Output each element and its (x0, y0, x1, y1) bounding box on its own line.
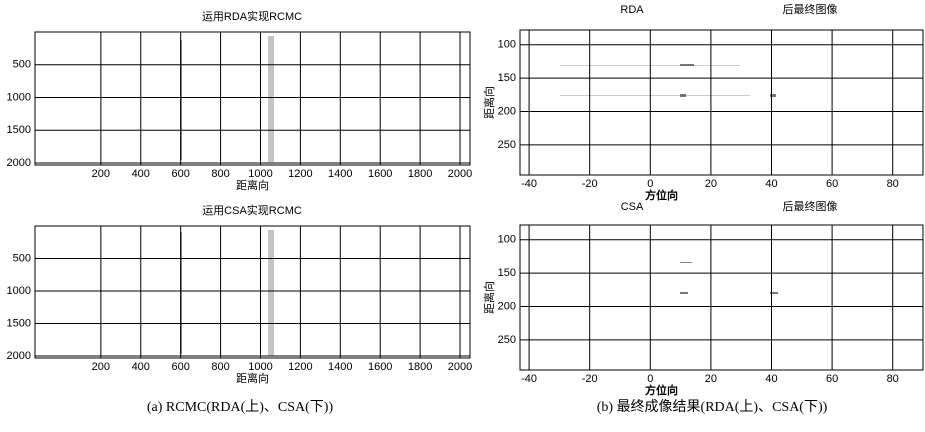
x-tick-label: 400 (132, 361, 150, 373)
x-tick-label: 200 (92, 168, 110, 180)
plot-frame (35, 32, 470, 165)
chart-subtitle: 后最终图像 (783, 199, 838, 213)
x-tick-label: 40 (765, 178, 777, 190)
y-tick-label: 1000 (7, 91, 31, 103)
x-axis-label: 距离向 (236, 371, 269, 385)
y-tick-label: 250 (498, 139, 516, 151)
x-tick-label: 1800 (408, 361, 432, 373)
figure: (a) RCMC(RDA(上)、CSA(下)) (b) 最终成像结果(RDA(上… (0, 0, 925, 432)
y-tick-label: 100 (498, 234, 516, 246)
x-tick-label: 20 (705, 178, 717, 190)
x-tick-label: 2000 (448, 361, 472, 373)
x-tick-label: 80 (887, 178, 899, 190)
x-axis-label: 方位向 (645, 383, 678, 397)
y-tick-label: 200 (498, 300, 516, 312)
y-tick-label: 1500 (7, 317, 31, 329)
chart-title: 运用CSA实现RCMC (202, 203, 302, 217)
x-tick-label: -40 (521, 178, 537, 190)
x-tick-label: 0 (647, 178, 653, 190)
caption: (b) 最终成像结果(RDA(上)、CSA(下)) (597, 399, 828, 415)
x-axis-label: 方位向 (645, 188, 678, 202)
chart-title: 运用RDA实现RCMC (202, 9, 302, 23)
x-tick-label: -40 (521, 373, 537, 385)
x-tick-label: 1400 (328, 361, 352, 373)
x-tick-label: 20 (705, 373, 717, 385)
y-tick-label: 250 (498, 334, 516, 346)
x-tick-label: 1000 (248, 168, 272, 180)
chart-subtitle: 后最终图像 (783, 2, 838, 16)
x-tick-label: 0 (647, 373, 653, 385)
x-tick-label: 800 (211, 168, 229, 180)
x-tick-label: 80 (887, 373, 899, 385)
x-tick-label: 40 (765, 373, 777, 385)
x-tick-label: 1600 (368, 361, 392, 373)
plot-frame (35, 226, 470, 358)
y-tick-label: 2000 (7, 350, 31, 362)
y-axis-label: 距离向 (482, 281, 496, 314)
x-tick-label: -20 (582, 178, 598, 190)
x-tick-label: 60 (826, 373, 838, 385)
x-tick-label: 800 (211, 361, 229, 373)
image-content (180, 36, 778, 356)
caption: (a) RCMC(RDA(上)、CSA(下)) (147, 399, 334, 415)
chart-title: RDA (620, 4, 644, 16)
x-tick-label: 600 (171, 361, 189, 373)
x-tick-label: -20 (582, 373, 598, 385)
y-tick-label: 200 (498, 105, 516, 117)
x-tick-label: 1000 (248, 361, 272, 373)
x-tick-label: 600 (171, 168, 189, 180)
y-tick-label: 100 (498, 39, 516, 51)
x-tick-label: 1400 (328, 168, 352, 180)
plot-frame (520, 30, 923, 175)
y-tick-label: 1500 (7, 124, 31, 136)
plot-frame (520, 225, 923, 370)
x-tick-label: 1800 (408, 168, 432, 180)
x-tick-label: 2000 (448, 168, 472, 180)
y-tick-label: 500 (13, 252, 31, 264)
y-tick-label: 150 (498, 72, 516, 84)
x-tick-label: 200 (92, 361, 110, 373)
x-tick-label: 1200 (288, 168, 312, 180)
x-tick-label: 1200 (288, 361, 312, 373)
x-tick-label: 1600 (368, 168, 392, 180)
y-tick-label: 150 (498, 267, 516, 279)
x-tick-label: 60 (826, 178, 838, 190)
y-tick-label: 2000 (7, 157, 31, 169)
x-axis-label: 距离向 (236, 178, 269, 192)
chart-title: CSA (621, 201, 644, 213)
x-tick-label: 400 (132, 168, 150, 180)
y-tick-label: 1000 (7, 285, 31, 297)
y-axis-label: 距离向 (482, 86, 496, 119)
y-tick-label: 500 (13, 59, 31, 71)
